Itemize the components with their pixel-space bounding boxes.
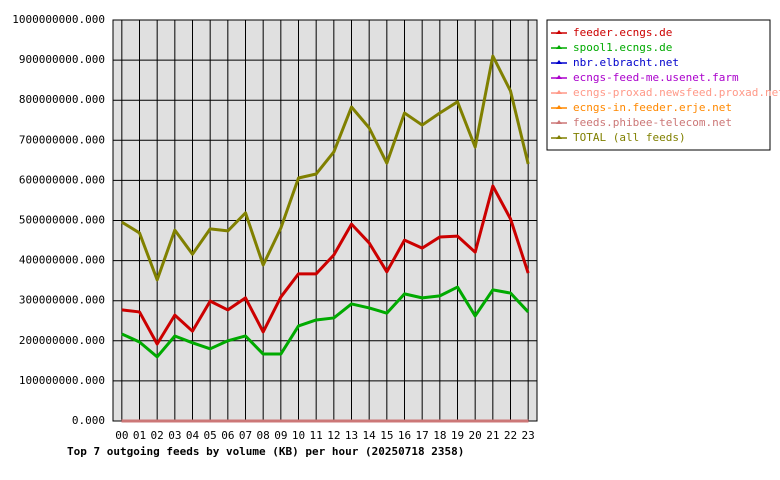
x-tick-label: 15: [380, 429, 393, 442]
x-tick-label: 04: [186, 429, 200, 442]
legend-marker: [556, 75, 562, 79]
y-tick-label: 200000000.000: [19, 334, 105, 347]
legend-marker: [556, 135, 562, 139]
legend-label: feeds.phibee-telecom.net: [573, 116, 732, 129]
series-line: [121, 285, 530, 359]
legend-label: ecngs-proxad.newsfeed.proxad.net: [573, 86, 780, 99]
y-tick-label: 300000000.000: [19, 294, 105, 307]
x-tick-label: 06: [221, 429, 234, 442]
y-tick-label: 0.000: [72, 414, 105, 427]
x-tick-label: 09: [274, 429, 287, 442]
x-tick-label: 16: [398, 429, 411, 442]
legend-marker: [556, 105, 562, 109]
x-tick-label: 08: [257, 429, 270, 442]
legend-label: TOTAL (all feeds): [573, 131, 686, 144]
y-tick-label: 900000000.000: [19, 53, 105, 66]
x-tick-label: 10: [292, 429, 305, 442]
legend: [546, 19, 771, 151]
y-tick-label: 1000000000.000: [12, 13, 105, 26]
chart-title: Top 7 outgoing feeds by volume (KB) per …: [67, 445, 464, 458]
x-tick-label: 20: [469, 429, 482, 442]
x-tick-label: 13: [345, 429, 358, 442]
y-tick-label: 700000000.000: [19, 133, 105, 146]
x-tick-label: 18: [433, 429, 446, 442]
legend-label: nbr.elbracht.net: [573, 56, 679, 69]
legend-marker: [556, 60, 562, 64]
legend-marker: [556, 90, 562, 94]
y-tick-label: 600000000.000: [19, 173, 105, 186]
series-line: [121, 184, 530, 346]
x-tick-label: 07: [239, 429, 252, 442]
x-tick-label: 17: [416, 429, 429, 442]
x-tick-label: 19: [451, 429, 464, 442]
legend-label: spool1.ecngs.de: [573, 41, 672, 54]
x-tick-label: 03: [168, 429, 181, 442]
y-tick-label: 500000000.000: [19, 214, 105, 227]
x-tick-label: 22: [504, 429, 517, 442]
legend-label: feeder.ecngs.de: [573, 26, 672, 39]
x-tick-label: 01: [133, 429, 146, 442]
x-tick-label: 00: [115, 429, 128, 442]
legend-marker: [556, 30, 562, 34]
y-tick-label: 400000000.000: [19, 254, 105, 267]
x-tick-label: 12: [327, 429, 340, 442]
legend-marker: [556, 45, 562, 49]
legend-label: ecngs-feed-me.usenet.farm: [573, 71, 739, 84]
y-tick-label: 100000000.000: [19, 374, 105, 387]
legend-marker: [556, 120, 562, 124]
legend-label: ecngs-in.feeder.erje.net: [573, 101, 732, 114]
x-tick-label: 02: [151, 429, 164, 442]
x-tick-label: 11: [310, 429, 323, 442]
x-tick-label: 21: [486, 429, 499, 442]
x-tick-label: 05: [204, 429, 217, 442]
x-tick-label: 14: [363, 429, 377, 442]
series-line: [121, 54, 530, 282]
x-tick-label: 23: [522, 429, 535, 442]
y-tick-label: 800000000.000: [19, 93, 105, 106]
